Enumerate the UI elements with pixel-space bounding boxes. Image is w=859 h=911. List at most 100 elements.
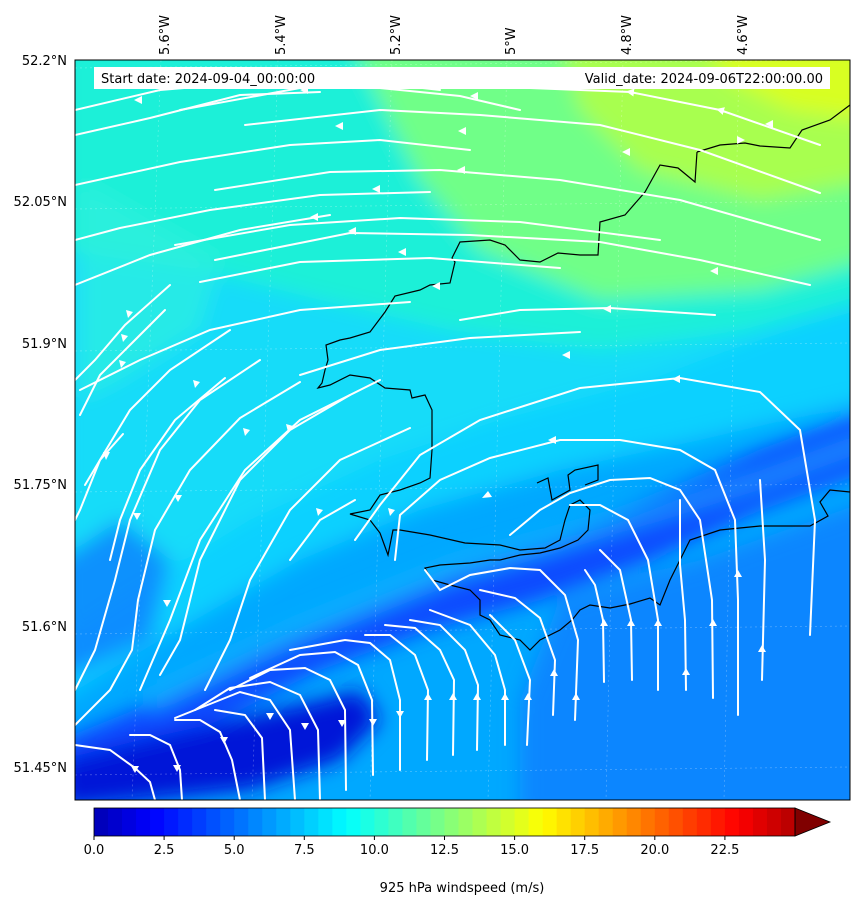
streamline [489, 614, 532, 746]
streamline [204, 427, 411, 691]
start-date: Start date: 2024-09-04_00:00:00 [101, 72, 315, 87]
streamline [364, 634, 430, 761]
colorbar-segment [654, 808, 670, 836]
streamline [75, 214, 331, 286]
colorbar-tick-label: 7.5 [294, 843, 315, 858]
streamline-arrows [103, 86, 773, 773]
streamline [174, 690, 296, 800]
lon-label: 4.8°W [620, 15, 635, 55]
streamline [214, 231, 811, 286]
colorbar-tick-label: 12.5 [430, 843, 459, 858]
streamline [174, 719, 241, 800]
colorbar-segment [528, 808, 544, 836]
lat-labels: 52.2°N 52.05°N 51.9°N 51.75°N 51.6°N 51.… [14, 54, 67, 776]
colorbar-segment [248, 808, 263, 836]
colorbar-segment [388, 808, 404, 836]
colorbar-segment [486, 808, 502, 836]
date-banner [94, 67, 830, 89]
colorbar-segment [766, 808, 782, 836]
streamline [159, 394, 351, 676]
valid-date: Valid_date: 2024-09-06T22:00:00.00 [585, 72, 823, 87]
streamline [109, 377, 226, 561]
colorbar-segment [262, 808, 277, 836]
colorbar-segment [556, 808, 572, 836]
colorbar-segment [108, 808, 123, 836]
streamline [299, 331, 581, 376]
streamline [174, 216, 661, 246]
colorbar-segment [598, 808, 614, 836]
colorbar-segment [458, 808, 474, 836]
colorbar-segment [290, 808, 305, 836]
streamline [459, 306, 716, 321]
colorbar-segment [136, 808, 151, 836]
colorbar-segment [178, 808, 193, 836]
streamline [584, 569, 605, 683]
lat-label: 52.2°N [22, 54, 67, 69]
streamline [84, 433, 124, 486]
colorbar-segment [696, 808, 712, 836]
colorbar-segment [346, 808, 361, 836]
colorbar-tick-label: 22.5 [710, 843, 739, 858]
streamline [75, 91, 321, 136]
colorbar-segment [122, 808, 137, 836]
streamline [249, 650, 374, 776]
colorbar-tick-label: 20.0 [640, 843, 669, 858]
streamline [394, 439, 739, 716]
streamline [129, 734, 183, 800]
coastline [316, 104, 850, 651]
colorbar-segment [710, 808, 726, 836]
streamline [199, 256, 561, 283]
streamline [214, 709, 266, 800]
lon-label: 5.2°W [389, 15, 404, 55]
colorbar-segment [542, 808, 558, 836]
streamline [214, 168, 821, 241]
colorbar-tick-label: 17.5 [570, 843, 599, 858]
colorbar-segment [612, 808, 628, 836]
streamlines [75, 78, 821, 800]
colorbar-segment [164, 808, 179, 836]
colorbar-segment [626, 808, 642, 836]
lat-label: 52.05°N [14, 195, 67, 210]
colorbar-segment [332, 808, 347, 836]
colorbar-segment [514, 808, 530, 836]
streamline [409, 619, 480, 751]
colorbar-segment [374, 808, 390, 836]
colorbar-segment [276, 808, 291, 836]
lon-labels: 5.6°W 5.4°W 5.2°W 5°W 4.8°W 4.6°W [158, 15, 751, 55]
streamline [75, 381, 301, 726]
colorbar-segment [570, 808, 586, 836]
lat-label: 51.45°N [14, 761, 67, 776]
streamline [529, 87, 821, 146]
streamline [75, 284, 171, 381]
colorbar-segment [234, 808, 249, 836]
colorbar-segment [724, 808, 740, 836]
colorbar-segment [444, 808, 460, 836]
streamline [509, 476, 714, 699]
lon-label: 4.6°W [736, 15, 751, 55]
windspeed-field [75, 60, 850, 800]
streamline [679, 499, 687, 691]
colorbar-segment [192, 808, 207, 836]
streamline [139, 379, 381, 691]
colorbar-segment [220, 808, 235, 836]
colorbar-segment [500, 808, 516, 836]
colorbar-tick-label: 5.0 [224, 843, 245, 858]
lat-label: 51.75°N [14, 478, 67, 493]
colorbar-ticks: 0.0 2.5 5.0 7.5 10.0 12.5 15.0 17.5 20.0 22.5 [84, 836, 739, 858]
streamline [289, 499, 356, 561]
lon-label: 5°W [504, 27, 519, 55]
colorbar-label: 925 hPa windspeed (m/s) [380, 881, 545, 896]
streamline [384, 624, 456, 756]
streamline [244, 108, 821, 194]
streamline [79, 301, 411, 391]
colorbar-segment [360, 808, 375, 836]
streamline [75, 329, 231, 521]
colorbar-segment [304, 808, 319, 836]
colorbar-segment [472, 808, 488, 836]
colorbar-tick-label: 10.0 [360, 843, 389, 858]
streamline [569, 504, 659, 691]
streamline [75, 191, 431, 241]
colorbar-segment [94, 808, 109, 836]
